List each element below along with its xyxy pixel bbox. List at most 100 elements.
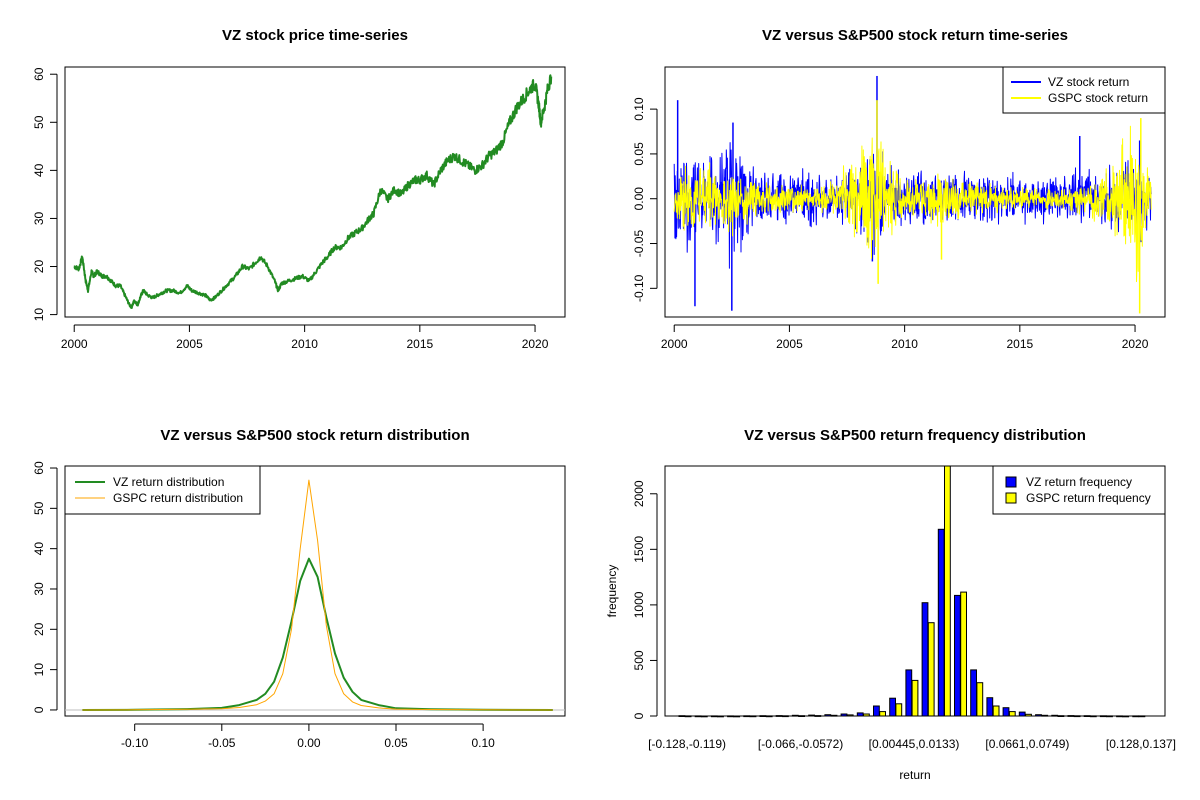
density-series-vz [82,557,553,711]
hist-x-tick-label: [-0.066,-0.0572) [758,737,843,751]
hist-bar-gspc [1138,715,1146,718]
returns-x-tick-label: 2005 [776,337,803,351]
hist-bar-gspc [976,682,984,717]
hist-bar-vz [694,715,702,718]
panel-return-ts-title: VZ versus S&P500 stock return time-serie… [762,27,1068,44]
returns-y-tick-label: 0.00 [632,187,646,211]
hist-bar-vz [759,715,767,718]
hist-bar-vz [1018,711,1026,717]
density-y-tick-label: 20 [32,622,46,636]
hist-bar-gspc [782,715,789,718]
price-y-tick-label: 10 [32,308,46,322]
panel-return-ts: VZ versus S&P500 stock return time-serie… [632,27,1166,351]
density-x-tick-label: -0.05 [208,736,236,750]
hist-y-tick-label: 1000 [632,591,646,618]
returns-x-tick-label: 2020 [1122,337,1149,351]
price-y-tick-label: 50 [32,115,46,129]
returns-series-gspc [673,100,1152,314]
hist-bar-gspc [960,591,968,717]
hist-bar-vz [1002,707,1010,717]
hist-bar-vz [1099,715,1107,718]
returns-y-tick-label: 0.10 [632,97,646,121]
hist-bar-vz [824,714,832,717]
price-x-tick-label: 2015 [406,337,433,351]
legend-label-gspc: GSPC return distribution [113,491,243,505]
returns-y-tick-label: -0.10 [632,274,646,302]
hist-bar-vz [937,528,945,717]
legend-return-ts: VZ stock return GSPC stock return [1002,66,1166,114]
panel-price-marks: 10 20 30 40 50 60 2000 2005 2010 2015 2020 [32,67,553,351]
returns-series-line [673,125,1152,283]
panel-return-ts-marks: -0.10 -0.05 0.00 0.05 0.10 2000 2005 2010 2015 20… [632,75,1152,351]
legend-label-gspc: GSPC return frequency [1026,491,1151,505]
density-y-tick-label: 10 [32,663,46,677]
legend-label-vz: VZ return distribution [113,475,224,489]
y-axis-label: frequency [605,565,619,618]
hist-bar-vz [791,714,799,717]
legend-swatch-gspc [1005,492,1017,504]
hist-bar-gspc [798,715,806,718]
hist-bar-vz [970,669,978,717]
hist-bar-gspc [944,465,951,717]
hist-bar-gspc [830,714,838,717]
hist-bar-gspc [749,715,757,718]
density-x-tick-label: -0.10 [121,736,149,750]
density-x-tick-label: 0.00 [297,736,321,750]
hist-bar-vz [678,715,686,718]
density-x-tick-label: 0.10 [471,736,495,750]
hist-bar-gspc [1106,715,1113,718]
legend-swatch-vz [1005,476,1017,488]
price-x-tick-label: 2005 [176,337,203,351]
density-x-tick-label: 0.05 [384,736,408,750]
hist-bar-gspc [895,703,903,717]
hist-bar-vz [954,594,961,717]
price-x-tick-label: 2010 [291,337,318,351]
hist-y-tick-label: 2000 [632,480,646,507]
hist-bar-gspc [863,713,870,717]
price-y-tick-label: 20 [32,260,46,274]
hist-bar-vz [1083,715,1091,718]
hist-bar-gspc [1122,715,1130,718]
density-y-tick-label: 60 [32,461,46,475]
hist-bar-vz [840,713,848,717]
legend-density: VZ return distribution GSPC return distr… [64,465,261,515]
hist-x-tick-label: [0.128,0.137] [1106,737,1176,751]
panel-histogram: VZ versus S&P500 return frequency distri… [605,427,1176,782]
hist-y-tick-label: 0 [632,712,646,719]
panel-price-title: VZ stock price time-series [222,27,408,44]
panel-density-title: VZ versus S&P500 stock return distributi… [160,427,469,444]
hist-bar-vz [1035,714,1042,717]
hist-bar-vz [808,714,816,717]
hist-bar-vz [986,697,994,717]
hist-x-tick-label: [-0.128,-0.119) [648,737,726,751]
hist-bar-vz [1116,715,1123,718]
panel-density-marks: 0 10 20 30 40 50 60 -0.10 -0.05 0.00 0.05 0.10 [32,461,565,750]
density-y-tick-label: 40 [32,542,46,556]
hist-bar-gspc [1008,711,1016,717]
returns-x-tick-label: 2010 [891,337,918,351]
panel-price: VZ stock price time-series 10 20 30 40 50 60 2… [32,27,566,351]
returns-x-tick-label: 2000 [661,337,688,351]
price-series-line [73,74,553,309]
legend-histogram: VZ return frequency GSPC return frequenc… [992,465,1166,515]
hist-x-tick-label: [0.00445,0.0133) [869,737,960,751]
panel-return-ts-frame [664,66,1166,318]
hist-bar-vz [1051,714,1059,717]
legend-box [1002,66,1166,114]
hist-bar-gspc [911,679,919,717]
panel-price-frame [64,66,566,318]
hist-bar-gspc [765,715,773,718]
hist-bar-gspc [1025,713,1032,717]
hist-bar-gspc [846,714,854,717]
hist-bar-vz [905,669,913,717]
hist-bar-gspc [1041,714,1049,717]
hist-bar-gspc [684,715,692,718]
panel-density: VZ versus S&P500 stock return distributi… [32,427,566,750]
hist-bar-gspc [1089,715,1097,718]
density-y-tick-label: 30 [32,582,46,596]
hist-x-tick-label: [0.0661,0.0749) [985,737,1069,751]
hist-bar-gspc [992,705,1000,717]
legend-label-vz: VZ return frequency [1026,475,1132,489]
hist-bar-vz [873,705,880,717]
